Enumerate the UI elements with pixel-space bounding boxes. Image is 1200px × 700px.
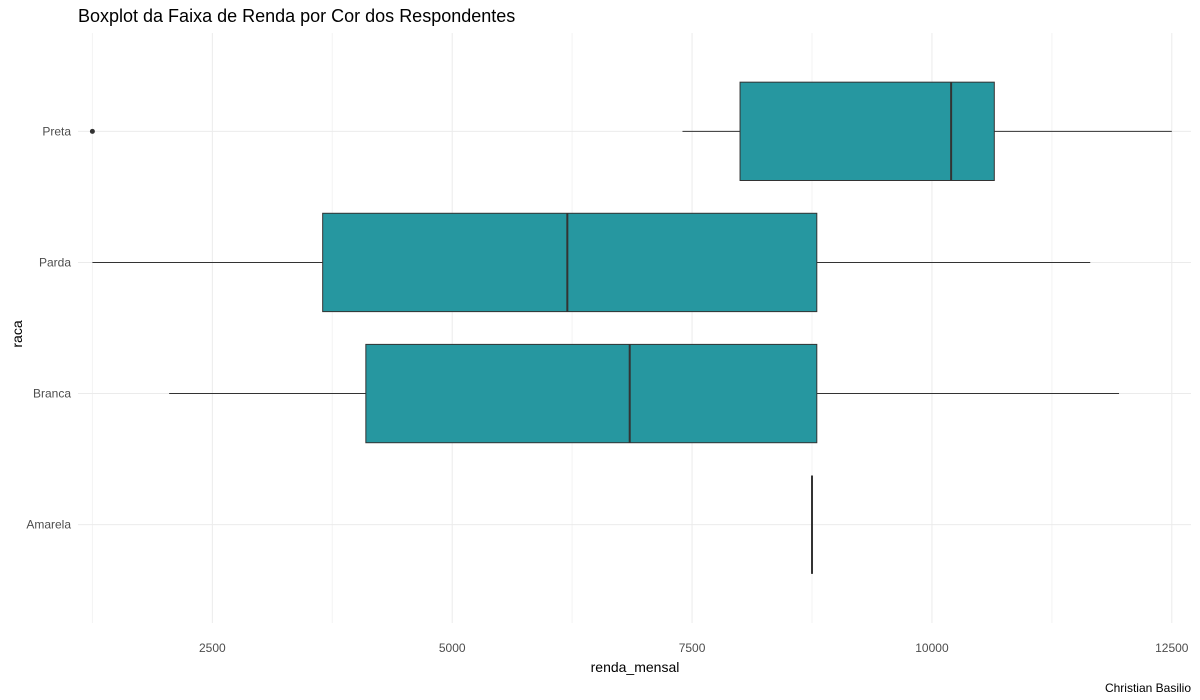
x-axis-title: renda_mensal bbox=[591, 659, 680, 675]
x-tick-label: 10000 bbox=[915, 641, 949, 655]
box-iqr bbox=[365, 343, 818, 444]
outlier-point bbox=[89, 128, 95, 134]
box-iqr bbox=[322, 212, 818, 313]
x-tick-label: 7500 bbox=[679, 641, 706, 655]
grid-layer bbox=[78, 33, 1191, 623]
y-axis-title: raca bbox=[9, 320, 25, 347]
box-layer bbox=[89, 81, 1172, 574]
y-tick-label: Parda bbox=[39, 255, 71, 269]
x-tick-label: 5000 bbox=[439, 641, 466, 655]
y-tick-label: Preta bbox=[42, 124, 71, 138]
y-tick-label: Amarela bbox=[26, 518, 71, 532]
x-tick-label: 2500 bbox=[199, 641, 226, 655]
box-iqr bbox=[739, 81, 995, 181]
y-tick-label: Branca bbox=[33, 387, 71, 401]
chart-title: Boxplot da Faixa de Renda por Cor dos Re… bbox=[78, 6, 515, 26]
label-layer: 2500 5000 7500 10000 12500 Amarela Branca Parda… bbox=[26, 124, 1189, 655]
x-tick-label: 12500 bbox=[1155, 641, 1189, 655]
chart-caption: Christian Basilio bbox=[1105, 681, 1191, 695]
